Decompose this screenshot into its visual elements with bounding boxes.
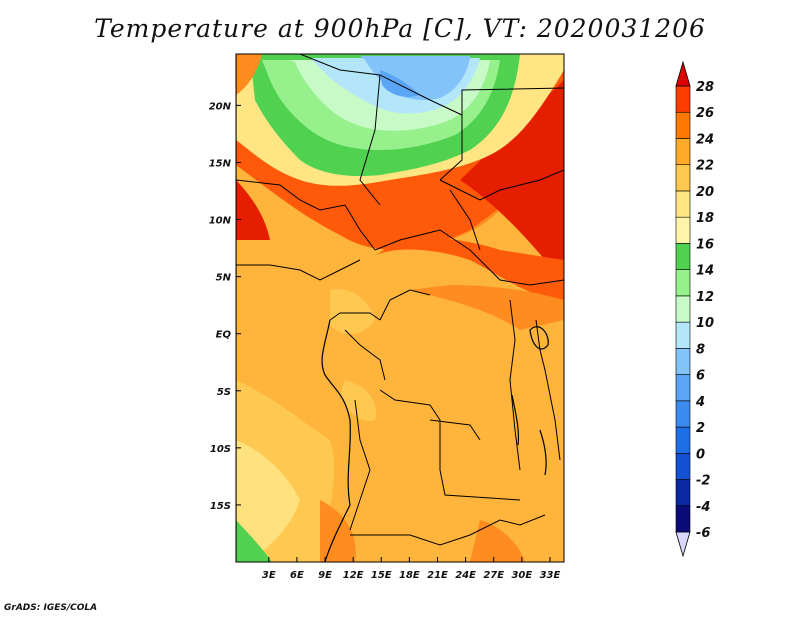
colorbar-swatch — [675, 85, 691, 113]
colorbar-low-arrow — [675, 531, 691, 558]
colorbar-swatch — [675, 321, 691, 349]
colorbar-swatch — [675, 426, 691, 454]
lon-tick-label: 3E — [262, 570, 276, 581]
colorbar-swatch — [675, 138, 691, 166]
colorbar-swatch — [675, 111, 691, 139]
colorbar-label: 24 — [696, 132, 714, 147]
colorbar-swatch — [675, 505, 691, 533]
lat-tick-label: 15N — [209, 158, 232, 169]
colorbar-high-arrow — [675, 60, 691, 87]
colorbar-label: 26 — [696, 106, 714, 121]
colorbar-label: 18 — [696, 211, 714, 226]
colorbar-swatch — [675, 190, 691, 218]
colorbar-swatch — [675, 400, 691, 428]
colorbar-swatch — [675, 216, 691, 244]
map-title: Temperature at 900hPa [C], VT: 202003120… — [94, 14, 706, 43]
colorbar-swatch — [675, 348, 691, 375]
country-borders — [236, 54, 564, 546]
colorbar-swatch — [675, 374, 691, 402]
colorbar-swatch — [675, 269, 691, 297]
lon-tick-label: 24E — [455, 570, 476, 581]
colorbar-label: 6 — [696, 369, 705, 384]
colorbar-label: 2 — [696, 421, 705, 436]
colorbar-label: 20 — [696, 185, 714, 200]
colorbar-label: 28 — [696, 80, 714, 95]
colorbar-label: 16 — [696, 237, 714, 252]
lat-tick-label: 20N — [209, 101, 232, 112]
colorbar-label: -4 — [696, 500, 710, 515]
lat-tick-label: 10N — [209, 216, 232, 227]
lon-tick-label: 6E — [290, 570, 304, 581]
colorbar-label: 4 — [695, 395, 705, 410]
colorbar-label: 8 — [696, 342, 705, 357]
colorbar-label: 12 — [696, 290, 714, 305]
lon-tick-label: 18E — [399, 570, 420, 581]
lon-tick-label: 15E — [371, 570, 392, 581]
lon-tick-label: 9E — [318, 570, 332, 581]
colorbar-label: 22 — [696, 159, 714, 174]
longitude-ticks: 3E 6E 9E 12E 15E 18E 21E 24E 27E 30E 33E — [262, 557, 561, 581]
lon-tick-label: 21E — [427, 570, 448, 581]
grads-credit: GrADS: IGES/COLA — [4, 603, 98, 613]
lat-tick-label: 15S — [210, 501, 231, 512]
lon-tick-label: 30E — [511, 570, 532, 581]
lat-tick-label: EQ — [216, 330, 232, 341]
temperature-field — [236, 54, 564, 562]
colorbar-label: -6 — [696, 526, 710, 541]
lat-tick-label: 5N — [216, 273, 232, 284]
colorbar-swatch — [675, 452, 691, 480]
colorbar-swatch — [675, 243, 691, 270]
colorbar-swatch — [675, 479, 691, 507]
latitude-ticks: 20N 15N 10N 5N EQ 5S 10S 15S — [209, 101, 241, 512]
lon-tick-label: 27E — [483, 570, 504, 581]
coastlines — [236, 54, 549, 562]
lon-tick-label: 33E — [540, 570, 561, 581]
lat-tick-label: 5S — [217, 387, 231, 398]
colorbar-label: 14 — [696, 264, 714, 279]
lon-tick-label: 12E — [343, 570, 364, 581]
map-frame — [235, 53, 565, 563]
colorbar-label: 10 — [696, 316, 714, 331]
lat-tick-label: 10S — [210, 444, 231, 455]
colorbar-swatch — [675, 295, 691, 323]
colorbar-label: -2 — [696, 474, 710, 489]
colorbar-swatch — [675, 164, 691, 192]
colorbar-label: 0 — [696, 447, 705, 462]
